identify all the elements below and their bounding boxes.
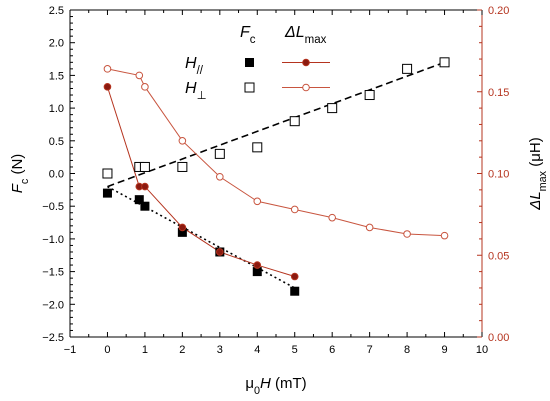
data-point-square-filled (252, 267, 262, 277)
x-tick-label: 5 (292, 344, 298, 356)
data-point-square-open (177, 161, 188, 172)
data-point-circle-filled (103, 83, 112, 91)
x-tick-label: 1 (142, 344, 148, 356)
y-right-tick-label: 0.05 (488, 250, 509, 262)
data-point-circle-filled (253, 261, 262, 269)
x-axis-title: μ0H (mT) (245, 375, 306, 397)
data-point-circle-open (253, 197, 262, 206)
data-point-square-filled (140, 201, 150, 211)
y-left-tick-label: −0.5 (42, 201, 64, 213)
legend-row-parallel: H// (185, 55, 204, 77)
data-point-circle-open (440, 231, 449, 240)
legend-symbol-square-open (244, 82, 255, 93)
x-tick-label: −1 (64, 344, 77, 356)
x-tick-label: 7 (367, 344, 373, 356)
legend: Fc ΔLmax H// H⊥ (185, 24, 330, 102)
y-right-tick-label: 0.10 (488, 169, 509, 181)
series-line (107, 68, 445, 237)
y-left-axis-title: Fc (N) (9, 154, 31, 194)
x-tick-label: 8 (404, 344, 410, 356)
legend-header-dl: ΔLmax (284, 24, 327, 46)
y-left-tick-label: −1.0 (42, 234, 64, 246)
data-point-square-filled (177, 227, 187, 237)
data-point-circle-open (328, 213, 336, 222)
data-point-square-open (364, 90, 375, 101)
legend-symbol-circle-filled (302, 58, 310, 67)
data-point-square-filled (134, 195, 144, 205)
y-right-tick-label: 0.15 (488, 87, 509, 99)
data-point-square-open (102, 168, 113, 179)
x-tick-label: 6 (329, 344, 335, 356)
data-point-square-open (252, 142, 263, 153)
data-point-square-open (327, 103, 338, 114)
y-left-tick-label: 2.5 (49, 5, 64, 17)
y-left-tick-label: 1.0 (49, 103, 64, 115)
data-point-circle-filled (216, 248, 224, 256)
series-line (106, 86, 295, 277)
x-tick-label: 10 (476, 344, 488, 356)
y-left-tick-label: −2.0 (42, 299, 64, 311)
legend-symbol-square-filled (245, 58, 254, 67)
x-tick-label: 2 (179, 344, 185, 356)
x-tick-label: 3 (217, 344, 223, 356)
y-right-axis-title: ΔLmax (μH) (527, 137, 549, 210)
data-point-circle-open (216, 172, 224, 181)
x-tick-label: 0 (104, 344, 110, 356)
chart-plot-layer: −1 0 1 2 3 4 5 6 7 8 9 10 −2.5 −2.0 −1.5 −1.0 −0.5 0.0 0.5… (9, 5, 549, 397)
data-point-circle-filled (178, 223, 187, 232)
y-right-tick-label: 0.20 (488, 5, 509, 17)
legend-symbol-circle-open (302, 83, 310, 92)
y-left-tick-label: −1.5 (42, 267, 64, 279)
data-point-circle-open (141, 83, 149, 91)
data-point-circle-open (365, 223, 374, 232)
data-point-circle-open (135, 71, 144, 80)
data-point-circle-filled (141, 182, 149, 191)
y-left-tick-label: 0.0 (49, 169, 64, 181)
x-tick-label: 4 (254, 344, 260, 356)
data-point-square-open (439, 57, 450, 68)
y-left-tick-label: 2.0 (49, 38, 64, 50)
data-point-square-filled (102, 188, 112, 198)
y-left-tick-label: 1.5 (49, 70, 64, 82)
y-right-tick-label: 0.00 (488, 332, 509, 344)
data-point-square-open (289, 116, 300, 127)
data-point-square-open (402, 63, 413, 74)
data-point-circle-open (178, 137, 187, 145)
data-point-circle-open (103, 65, 112, 73)
data-point-square-filled (290, 286, 300, 296)
fit-line-perpendicular (107, 61, 445, 188)
legend-header-fc: Fc (240, 24, 256, 46)
data-point-circle-open (403, 230, 411, 238)
data-point-circle-filled (290, 272, 299, 281)
data-point-square-open (139, 161, 150, 172)
y-left-tick-label: 0.5 (49, 136, 64, 148)
data-point-circle-open (290, 205, 299, 214)
data-point-square-open (214, 148, 225, 159)
x-tick-label: 9 (441, 344, 447, 356)
legend-row-perpendicular: H⊥ (185, 80, 207, 102)
y-left-tick-label: −2.5 (42, 332, 64, 344)
